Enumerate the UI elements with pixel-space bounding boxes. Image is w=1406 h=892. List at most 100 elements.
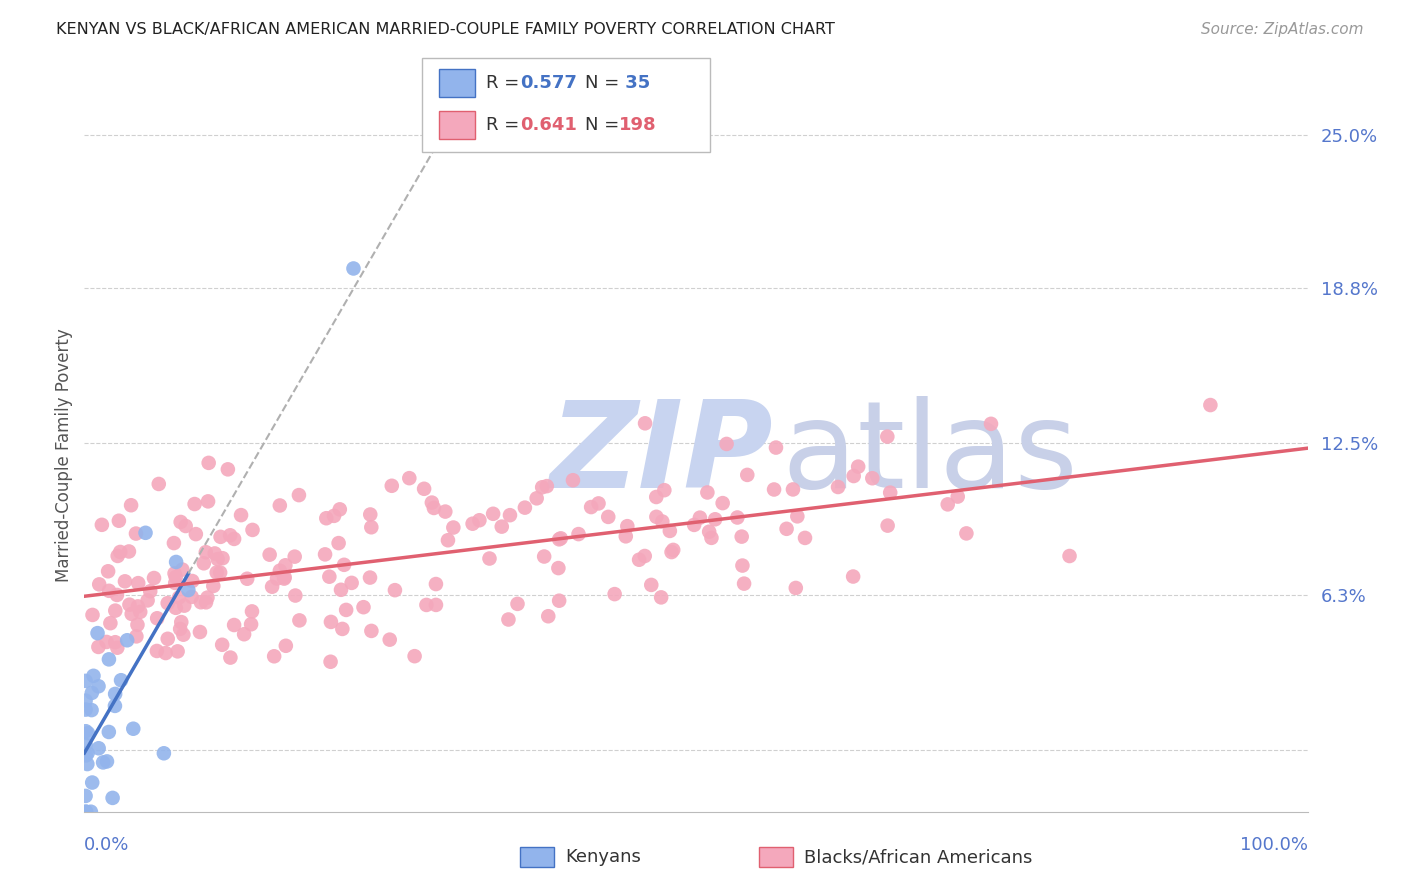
Point — [725, 510, 748, 524]
Point — [170, 615, 193, 629]
Point — [195, 595, 218, 609]
Point — [332, 622, 354, 636]
Point — [76, 757, 98, 772]
Point — [136, 593, 159, 607]
Point — [82, 669, 104, 683]
Point — [537, 609, 560, 624]
Point — [120, 498, 142, 512]
Point — [219, 528, 242, 542]
Point — [211, 551, 233, 566]
Point — [550, 532, 572, 546]
Point — [224, 618, 246, 632]
Point — [174, 519, 197, 533]
Point — [146, 644, 169, 658]
Point — [533, 549, 555, 564]
Point — [91, 756, 114, 770]
Text: 198: 198 — [619, 116, 657, 134]
Point — [513, 500, 536, 515]
Point — [80, 703, 103, 717]
Point — [425, 598, 447, 612]
Point — [335, 603, 357, 617]
Point — [110, 673, 132, 688]
Point — [274, 558, 297, 573]
Point — [75, 724, 97, 739]
Text: ZIP: ZIP — [550, 396, 773, 514]
Point — [689, 510, 711, 524]
Point — [827, 480, 849, 494]
Point — [360, 520, 382, 534]
Point — [461, 516, 484, 531]
Point — [75, 805, 97, 819]
Point — [127, 599, 149, 614]
Point — [193, 557, 215, 571]
Point — [704, 512, 727, 526]
Point — [614, 529, 637, 543]
Point — [441, 520, 464, 534]
Text: Kenyans: Kenyans — [565, 848, 641, 866]
Point — [197, 494, 219, 508]
Point — [105, 588, 128, 602]
Point — [205, 566, 228, 580]
Point — [129, 605, 152, 619]
Point — [782, 483, 804, 497]
Point — [96, 635, 118, 649]
Point — [425, 577, 447, 591]
Point — [89, 577, 111, 591]
Point — [104, 635, 127, 649]
Point — [842, 469, 865, 483]
Point — [80, 805, 103, 819]
Point — [284, 549, 307, 564]
Point — [333, 558, 356, 572]
Point — [127, 576, 149, 591]
Point — [846, 459, 869, 474]
Point — [491, 519, 513, 533]
Point — [588, 496, 610, 510]
Point — [82, 607, 104, 622]
Point — [359, 508, 381, 522]
Point — [640, 578, 662, 592]
Point — [499, 508, 522, 523]
Point — [125, 526, 148, 541]
Point — [273, 570, 295, 584]
Point — [104, 698, 127, 713]
Point — [415, 598, 437, 612]
Point — [531, 480, 554, 494]
Point — [219, 650, 242, 665]
Point — [711, 496, 734, 510]
Point — [217, 462, 239, 476]
Point — [75, 673, 97, 688]
Text: 0.577: 0.577 — [520, 74, 576, 92]
Point — [86, 626, 108, 640]
Point — [82, 775, 104, 789]
Point — [716, 437, 738, 451]
Point — [437, 533, 460, 548]
Point — [155, 646, 177, 660]
Point — [645, 490, 668, 504]
Point — [202, 579, 225, 593]
Point — [153, 746, 176, 760]
Text: N =: N = — [585, 74, 624, 92]
Point — [163, 566, 186, 581]
Point — [319, 655, 342, 669]
Point — [269, 564, 291, 578]
Point — [697, 524, 720, 539]
Point — [197, 591, 219, 605]
Point — [785, 581, 807, 595]
Point — [97, 564, 120, 578]
Point — [696, 485, 718, 500]
Point — [207, 552, 229, 566]
Point — [115, 633, 138, 648]
Point — [194, 545, 217, 559]
Point — [87, 640, 110, 654]
Point — [876, 518, 898, 533]
Point — [100, 616, 122, 631]
Point — [181, 574, 204, 588]
Point — [700, 531, 723, 545]
Point — [240, 604, 263, 618]
Point — [165, 570, 187, 584]
Point — [165, 600, 187, 615]
Point — [75, 805, 97, 819]
Point — [96, 755, 118, 769]
Point — [169, 622, 191, 636]
Point — [75, 789, 97, 803]
